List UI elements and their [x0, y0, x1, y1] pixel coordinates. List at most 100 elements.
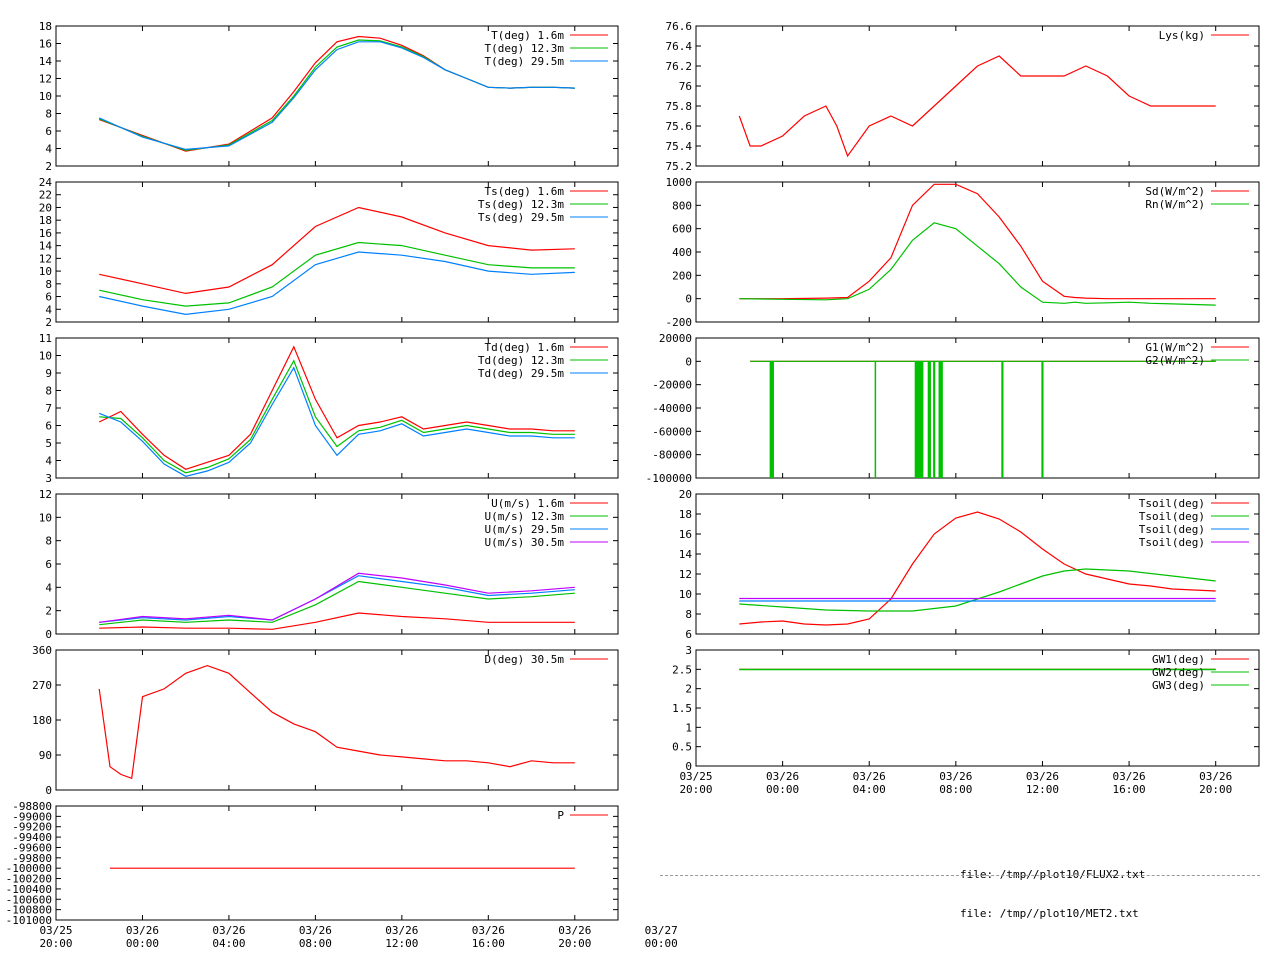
- legend-label: D(deg) 30.5m: [485, 653, 565, 666]
- lysimeter-series-group: [738, 55, 1216, 158]
- y-tick-label: 16: [679, 528, 692, 541]
- y-tick-label: -99400: [12, 831, 52, 844]
- y-tick-label: 0: [45, 784, 52, 797]
- x-tick-label: 12:00: [385, 937, 418, 950]
- legend-label: T(deg) 12.3m: [485, 42, 565, 55]
- ground-flux-chart: -100000 -80000 -60000 -40000 -20000 0 20000 G1(…: [646, 332, 1260, 485]
- y-tick-label: 600: [672, 223, 692, 236]
- legend-label: T(deg) 1.6m: [491, 29, 564, 42]
- series-line: [98, 41, 575, 151]
- y-tick-label: 1.5: [672, 702, 692, 715]
- y-tick-label: 76.6: [666, 20, 693, 33]
- legend-label: U(m/s) 30.5m: [485, 536, 565, 549]
- series-line: [99, 580, 575, 626]
- x-tick-label: 00:00: [126, 937, 159, 950]
- y-tick-label: 2.5: [672, 663, 692, 676]
- legend-label: Td(deg) 29.5m: [478, 367, 564, 380]
- y-tick-label: 18: [39, 20, 52, 33]
- x-tick-label: 03/27: [645, 924, 678, 937]
- series-line: [99, 572, 575, 623]
- flux-spike: [1041, 361, 1044, 478]
- air-temp-series-group: [98, 35, 575, 152]
- wind-speed-series-group: [99, 572, 575, 630]
- series-line: [739, 511, 1216, 626]
- y-tick-label: 8: [45, 535, 52, 548]
- x-tick-label: 04:00: [853, 783, 886, 796]
- x-tick-label: 03/26: [853, 770, 886, 783]
- file-name-met: file: /tmp//plot10/MET2.txt: [960, 907, 1139, 920]
- flux-spike: [874, 361, 877, 478]
- x-tick-label: 08:00: [939, 783, 972, 796]
- series-line: [99, 575, 575, 623]
- y-tick-label: 76: [679, 80, 692, 93]
- y-tick-label: 12: [39, 252, 52, 265]
- y-tick-label: 2: [685, 683, 692, 696]
- y-tick-label: -80000: [652, 449, 692, 462]
- legend-label: U(m/s) 1.6m: [491, 497, 564, 510]
- flux-spike: [1001, 361, 1004, 478]
- legend-label: Tsoil(deg): [1139, 497, 1205, 510]
- legend-label: Lys(kg): [1159, 29, 1205, 42]
- y-tick-label: -100000: [6, 862, 52, 875]
- file-name-flux: file: /tmp//plot10/FLUX2.txt: [960, 868, 1146, 881]
- y-tick-label: 8: [45, 278, 52, 291]
- y-tick-label: 6: [45, 291, 52, 304]
- series-line: [99, 206, 575, 295]
- y-tick-label: 20: [39, 201, 52, 214]
- y-tick-label: 75.4: [666, 140, 693, 153]
- series-line: [99, 359, 575, 474]
- x-tick-label: 03/25: [679, 770, 712, 783]
- legend-label: Rn(W/m^2): [1145, 198, 1205, 211]
- y-tick-label: 6: [45, 420, 52, 433]
- x-tick-label: 03/26: [1113, 770, 1146, 783]
- wind-dir-frame: [55, 649, 619, 791]
- y-tick-label: -101000: [6, 914, 52, 927]
- series-line: [739, 222, 1216, 306]
- y-tick-label: -100600: [6, 893, 52, 906]
- y-tick-label: 20: [679, 488, 692, 501]
- y-tick-label: 76.2: [666, 60, 693, 73]
- flux-spike: [914, 361, 924, 478]
- series-line: [99, 612, 575, 630]
- y-tick-label: 6: [45, 558, 52, 571]
- x-tick-label: 03/26: [766, 770, 799, 783]
- ground-water-chart: 00.511.522.5303/2520:0003/2600:0003/2604…: [672, 644, 1260, 796]
- flux-spike: [933, 361, 936, 478]
- x-tick-label: 00:00: [645, 937, 678, 950]
- y-tick-label: 6: [45, 125, 52, 138]
- y-tick-label: -20000: [652, 379, 692, 392]
- series-line: [99, 251, 575, 316]
- wind-dir-series-group: [98, 664, 575, 780]
- y-tick-label: 10: [39, 511, 52, 524]
- y-tick-label: 2: [45, 316, 52, 329]
- x-tick-label: 03/26: [299, 924, 332, 937]
- y-tick-label: 0: [685, 760, 692, 773]
- y-tick-label: -99000: [12, 810, 52, 823]
- y-tick-label: 8: [45, 385, 52, 398]
- y-tick-label: 400: [672, 246, 692, 259]
- legend-label: G1(W/m^2): [1145, 341, 1205, 354]
- y-tick-label: 0: [685, 355, 692, 368]
- y-tick-label: 10: [679, 588, 692, 601]
- x-tick-label: 16:00: [1113, 783, 1146, 796]
- x-tick-label: 03/26: [1026, 770, 1059, 783]
- y-tick-label: -99800: [12, 852, 52, 865]
- y-tick-label: 10: [39, 90, 52, 103]
- ground-flux-series-group: [750, 360, 1216, 478]
- legend-label: Ts(deg) 29.5m: [478, 211, 564, 224]
- dewpoint-series-group: [98, 345, 575, 477]
- y-tick-label: 0: [685, 293, 692, 306]
- y-tick-label: 14: [39, 55, 53, 68]
- legend-label: G2(W/m^2): [1145, 354, 1205, 367]
- flux-spike: [938, 361, 943, 478]
- x-tick-label: 03/26: [558, 924, 591, 937]
- radiation-series-group: [739, 183, 1216, 306]
- y-tick-label: 75.6: [666, 120, 693, 133]
- y-tick-label: 2: [45, 605, 52, 618]
- separator-rule: [660, 875, 1260, 876]
- y-tick-label: 16: [39, 227, 52, 240]
- y-tick-label: 12: [39, 73, 52, 86]
- legend-label: Ts(deg) 1.6m: [485, 185, 565, 198]
- y-tick-label: 9: [45, 367, 52, 380]
